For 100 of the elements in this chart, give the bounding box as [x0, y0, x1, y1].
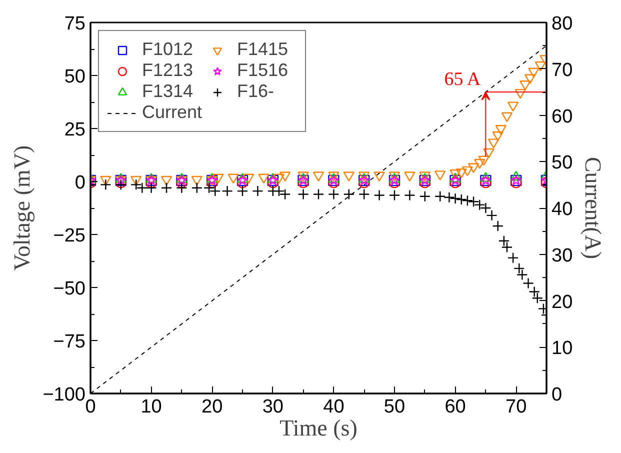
point [228, 174, 239, 184]
point [501, 242, 513, 253]
point [462, 166, 474, 176]
point [191, 182, 202, 194]
point [374, 172, 385, 182]
point [115, 179, 126, 190]
annotation: 65 A [444, 69, 481, 90]
point [492, 131, 504, 142]
point [514, 262, 525, 274]
point [480, 202, 492, 214]
point [358, 188, 370, 200]
point [516, 269, 528, 280]
point [160, 176, 172, 186]
point [146, 182, 157, 194]
point [434, 170, 446, 180]
x-axis-title: Time (s) [280, 416, 358, 440]
x-tick-label: 40 [323, 396, 344, 418]
point [130, 179, 142, 190]
y2-tick-label: 80 [552, 14, 573, 34]
point [501, 112, 513, 122]
point [514, 88, 526, 99]
legend-label: F1314 [142, 81, 194, 102]
y-tick-label: −50 [53, 278, 86, 300]
x-tick-label: 20 [202, 396, 223, 418]
point [507, 102, 519, 112]
point [191, 176, 202, 186]
y2-tick-label: 30 [552, 245, 573, 266]
point [273, 174, 285, 184]
point [483, 148, 494, 158]
point [100, 176, 112, 186]
legend-label: F1213 [142, 60, 194, 81]
point [450, 170, 461, 180]
y-tick-label: −100 [42, 384, 86, 406]
point [456, 168, 467, 178]
legend-label: F1516 [237, 60, 290, 81]
point [203, 182, 215, 194]
point [374, 190, 385, 201]
point [450, 192, 461, 204]
point [279, 188, 291, 200]
y-tick-label: −75 [53, 332, 86, 352]
legend-label: Current [142, 102, 202, 123]
point [488, 138, 500, 148]
x-tick-label: 60 [444, 396, 466, 418]
x-tick-label: 10 [140, 396, 162, 418]
point [474, 158, 486, 169]
point [434, 190, 446, 202]
point [222, 185, 233, 197]
x-tick-label: 30 [262, 396, 284, 418]
point [404, 190, 416, 201]
point [328, 188, 340, 200]
point [210, 185, 221, 197]
legend-label: F1012 [142, 39, 194, 60]
point [136, 182, 148, 194]
point [298, 188, 309, 200]
point [532, 292, 543, 304]
point [100, 179, 112, 190]
y2-tick-label: 10 [552, 338, 573, 360]
point [507, 252, 519, 264]
point [343, 172, 354, 182]
point [242, 174, 254, 184]
x-tick-label: 50 [384, 396, 406, 418]
point [486, 210, 498, 222]
point [478, 156, 490, 166]
point [388, 190, 400, 201]
legend-label: F16- [237, 81, 276, 102]
point [492, 220, 504, 232]
point [160, 182, 172, 194]
point [212, 174, 224, 184]
point [520, 80, 531, 90]
point [528, 68, 540, 78]
y2-axis-title: Current(A) [580, 156, 606, 260]
point [474, 199, 486, 210]
point [468, 196, 480, 208]
point [468, 163, 480, 174]
point [252, 185, 264, 197]
point [404, 172, 416, 182]
point [495, 125, 506, 135]
y-tick-label: 75 [64, 14, 86, 34]
y-axis-title: Voltage (mV) [10, 145, 35, 271]
point [312, 172, 324, 182]
y2-tick-label: 50 [552, 152, 573, 174]
point [462, 194, 474, 206]
y2-tick-label: 40 [552, 199, 573, 220]
point [528, 286, 540, 298]
point [343, 188, 354, 200]
y-tick-label: 25 [64, 120, 86, 140]
point [419, 190, 430, 202]
point [130, 176, 142, 186]
point [258, 174, 270, 184]
legend-label: F1415 [237, 39, 290, 60]
point [236, 185, 248, 197]
x-tick-label: 70 [506, 396, 527, 418]
y-tick-label: 0 [74, 172, 86, 194]
point [522, 278, 534, 289]
point [176, 182, 188, 194]
point [456, 194, 467, 206]
point [498, 235, 510, 246]
y2-tick-label: 20 [552, 292, 573, 313]
y-tick-label: −25 [53, 226, 86, 246]
point [279, 172, 291, 182]
